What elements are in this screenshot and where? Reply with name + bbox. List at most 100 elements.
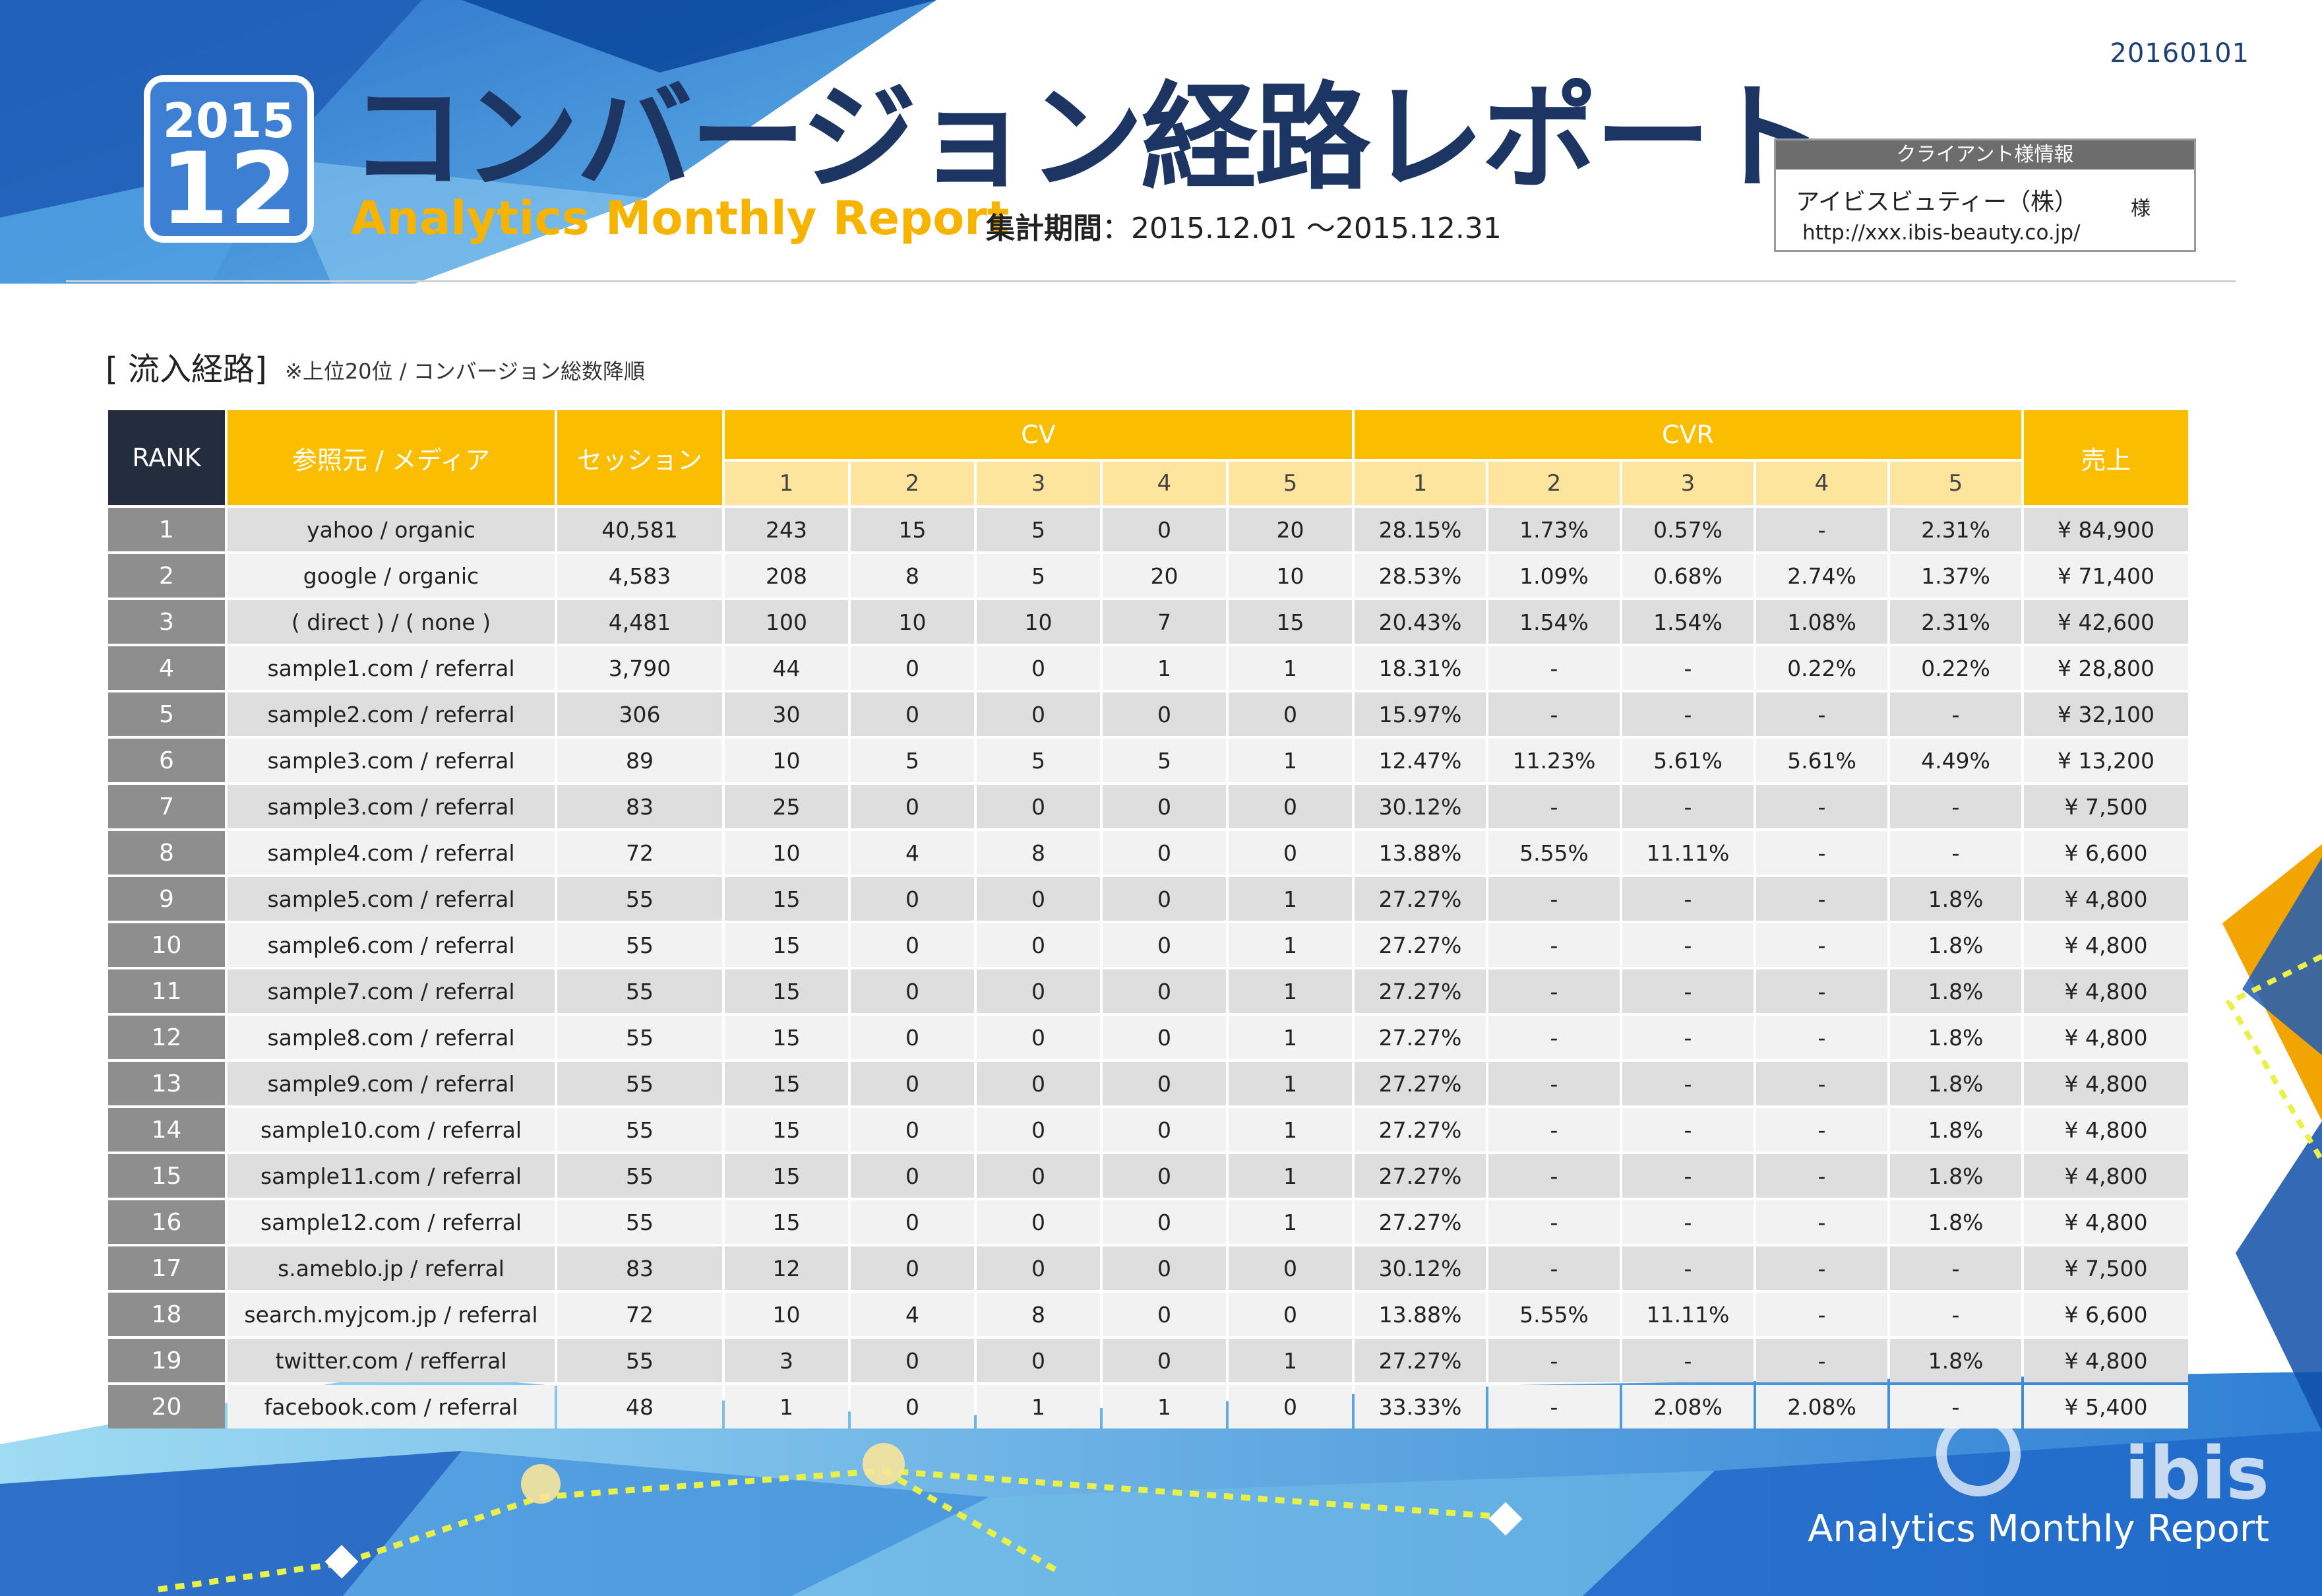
cell-cvr2: - <box>1488 1385 1620 1428</box>
cell-rank: 4 <box>108 646 225 690</box>
cell-cvr3: 11.11% <box>1622 1293 1754 1336</box>
cell-cv5: 15 <box>1229 600 1352 644</box>
table-row: 20 facebook.com / referral 48 1 0 1 1 0 33.33% -2… <box>108 1385 2188 1428</box>
cell-cvr3: 2.08% <box>1622 1385 1754 1428</box>
cell-cv2: 0 <box>851 1016 974 1059</box>
cell-sales: ¥ 4,800 <box>2024 1016 2188 1059</box>
table-row: 17 s.ameblo.jp / referral 83 12 0 0 0 0 30.12% - -… <box>108 1246 2188 1290</box>
header-source: 参照元 / メディア <box>228 410 555 505</box>
cell-cvr1: 13.88% <box>1355 831 1486 875</box>
cell-cvr4: 0.22% <box>1756 646 1887 690</box>
cell-cvr1: 12.47% <box>1355 739 1486 782</box>
cell-cvr3: - <box>1622 1016 1754 1059</box>
header-rank: RANK <box>108 410 225 505</box>
cell-cv2: 0 <box>851 1154 974 1198</box>
cell-cv1: 15 <box>725 1154 848 1198</box>
cell-cvr2: 1.73% <box>1488 508 1620 551</box>
cell-cvr3: 11.11% <box>1622 831 1754 875</box>
header-cvr-4: 4 <box>1756 462 1887 505</box>
cell-cv4: 0 <box>1103 923 1226 967</box>
cell-cvr2: - <box>1488 1339 1620 1382</box>
header-cvr-5: 5 <box>1890 462 2021 505</box>
cell-cvr3: - <box>1622 1062 1754 1105</box>
cell-cv5: 1 <box>1229 1062 1352 1105</box>
cell-cv5: 1 <box>1229 1016 1352 1059</box>
cell-cv5: 20 <box>1229 508 1352 551</box>
footer-brand-logo: ibis <box>2124 1431 2269 1516</box>
cell-cvr5: - <box>1890 1385 2021 1428</box>
cell-source: sample2.com / referral <box>228 692 555 736</box>
cell-cvr1: 30.12% <box>1355 1246 1486 1290</box>
cell-source: sample8.com / referral <box>228 1016 555 1059</box>
cell-cvr2: - <box>1488 1016 1620 1059</box>
table-row: 4 sample1.com / referral 3,790 44 0 0 1 1 18.31%… <box>108 646 2188 690</box>
cell-source: sample3.com / referral <box>228 785 555 828</box>
cell-cv3: 0 <box>977 877 1100 921</box>
cell-cvr2: 11.23% <box>1488 739 1620 782</box>
header-cv-1: 1 <box>725 462 848 505</box>
cell-sessions: 83 <box>557 785 722 828</box>
cell-cvr2: - <box>1488 877 1620 921</box>
report-date-code: 20160101 <box>2110 38 2249 69</box>
table-row: 2 google / organic 4,583 208 8 5 20 10 28.53% 1.0… <box>108 554 2188 598</box>
cell-sessions: 48 <box>557 1385 722 1428</box>
cell-sessions: 89 <box>557 739 722 782</box>
cell-cvr3: - <box>1622 1339 1754 1382</box>
cell-cv2: 8 <box>851 554 974 598</box>
header-sessions: セッション <box>557 410 722 505</box>
cell-cvr4: 1.08% <box>1756 600 1887 644</box>
cell-cv2: 4 <box>851 831 974 875</box>
cell-cv1: 15 <box>725 1062 848 1105</box>
cell-sales: ¥ 28,800 <box>2024 646 2188 690</box>
report-title: コンバージョン経路レポート <box>350 71 1824 206</box>
cell-rank: 8 <box>108 831 225 875</box>
cell-cv3: 10 <box>977 600 1100 644</box>
cell-rank: 1 <box>108 508 225 551</box>
cell-cv2: 0 <box>851 646 974 690</box>
cell-cv2: 5 <box>851 739 974 782</box>
cell-sessions: 55 <box>557 1154 722 1198</box>
cell-cv4: 0 <box>1103 508 1226 551</box>
cell-cv2: 0 <box>851 1108 974 1151</box>
header-cv-3: 3 <box>977 462 1100 505</box>
header-cvr-2: 2 <box>1488 462 1620 505</box>
cell-cvr3: - <box>1622 1154 1754 1198</box>
cell-source: sample10.com / referral <box>228 1108 555 1151</box>
cell-cvr5: 1.8% <box>1890 1108 2021 1151</box>
cell-sales: ¥ 4,800 <box>2024 1339 2188 1382</box>
cell-cvr5: 0.22% <box>1890 646 2021 690</box>
cell-rank: 3 <box>108 600 225 644</box>
cell-cvr1: 27.27% <box>1355 877 1486 921</box>
cell-cvr4: - <box>1756 1108 1887 1151</box>
cell-cvr5: - <box>1890 692 2021 736</box>
cell-rank: 19 <box>108 1339 225 1382</box>
cell-cv3: 5 <box>977 739 1100 782</box>
cell-cvr5: 1.8% <box>1890 1339 2021 1382</box>
cell-sales: ¥ 32,100 <box>2024 692 2188 736</box>
cell-cvr3: - <box>1622 923 1754 967</box>
table-row: 18 search.myjcom.jp / referral 72 10 4 8 0 0 13.… <box>108 1293 2188 1336</box>
cell-rank: 6 <box>108 739 225 782</box>
cell-cv3: 0 <box>977 1108 1100 1151</box>
cell-cv4: 0 <box>1103 1108 1226 1151</box>
header-cv-2: 2 <box>851 462 974 505</box>
cell-sales: ¥ 4,800 <box>2024 969 2188 1013</box>
cell-cv5: 0 <box>1229 1246 1352 1290</box>
cell-rank: 10 <box>108 923 225 967</box>
cell-cvr2: - <box>1488 969 1620 1013</box>
cell-cvr2: 5.55% <box>1488 1293 1620 1336</box>
table-row: 3( direct ) / ( none ) 4,481 100 10 10 7 15 20.… <box>108 600 2188 644</box>
cell-cv2: 0 <box>851 969 974 1013</box>
cell-sales: ¥ 71,400 <box>2024 554 2188 598</box>
cell-cvr1: 27.27% <box>1355 1339 1486 1382</box>
cell-cvr5: 1.8% <box>1890 1154 2021 1198</box>
cell-sessions: 55 <box>557 1339 722 1382</box>
cell-sales: ¥ 5,400 <box>2024 1385 2188 1428</box>
client-info-box: クライアント様情報 アイビスビュティー（株） 様 http://xxx.ibis… <box>1774 138 2196 252</box>
cell-source: facebook.com / referral <box>228 1385 555 1428</box>
badge-month: 12 <box>160 132 298 247</box>
cell-source: yahoo / organic <box>228 508 555 551</box>
cell-rank: 17 <box>108 1246 225 1290</box>
cell-cv2: 0 <box>851 1339 974 1382</box>
cell-cvr2: - <box>1488 1246 1620 1290</box>
